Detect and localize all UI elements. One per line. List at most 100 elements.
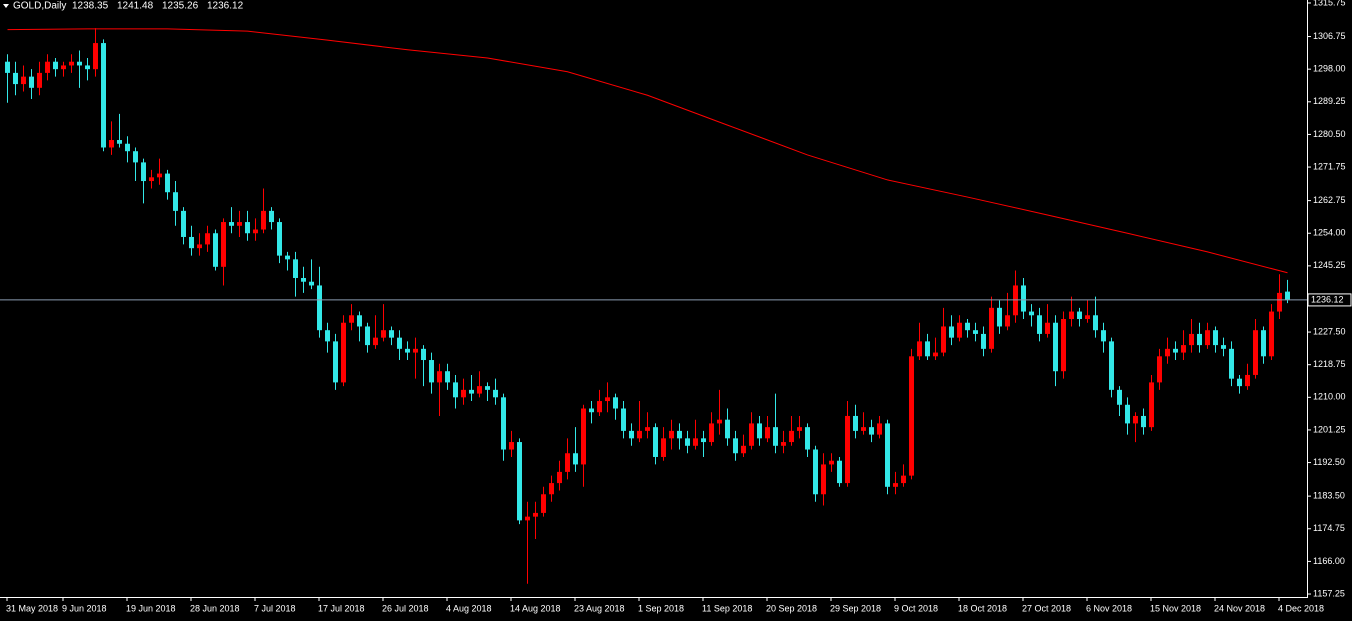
candle-body — [877, 423, 882, 435]
candle-body — [245, 222, 250, 234]
candle-body — [757, 423, 762, 439]
candle-body — [1253, 330, 1258, 375]
y-tick-label: 1227.50 — [1313, 326, 1346, 336]
candle-body — [309, 281, 314, 286]
candle-body — [493, 389, 498, 398]
candle-body — [965, 322, 970, 331]
candle-body — [85, 65, 90, 70]
candle-body — [429, 360, 434, 383]
y-tick-label: 1183.50 — [1313, 491, 1345, 501]
candle-body — [181, 210, 186, 237]
candle-body — [989, 307, 994, 349]
candle-body — [13, 72, 18, 85]
candle-body — [333, 341, 338, 383]
candle-body — [813, 449, 818, 495]
candle-body — [981, 333, 986, 349]
candle-body — [957, 322, 962, 338]
candle-body — [1045, 322, 1050, 334]
menu-triangle[interactable] — [3, 4, 9, 8]
candle-body — [53, 61, 58, 70]
candle-body — [677, 430, 682, 439]
x-tick-label: 26 Jul 2018 — [382, 603, 429, 613]
candle-body — [941, 326, 946, 353]
candle-body — [1165, 348, 1170, 357]
candle-body — [549, 483, 554, 495]
candle-body — [197, 244, 202, 249]
candle-body — [69, 61, 74, 66]
x-tick-label: 15 Nov 2018 — [1150, 603, 1201, 613]
candle-body — [845, 415, 850, 484]
candle-body — [925, 341, 930, 357]
y-tick-label: 1192.50 — [1313, 457, 1345, 467]
candle-body — [373, 337, 378, 346]
x-tick-label: 29 Sep 2018 — [830, 603, 881, 613]
candle-body — [565, 453, 570, 472]
candle-body — [413, 348, 418, 353]
candle-body — [269, 210, 274, 223]
candle-body — [909, 356, 914, 476]
candle-body — [557, 471, 562, 484]
moving-average — [7, 28, 1288, 274]
candle-body — [1109, 341, 1114, 390]
candle-body — [1285, 291, 1290, 300]
candle-body — [1213, 330, 1218, 346]
candle-body — [157, 173, 162, 178]
candle-body — [581, 408, 586, 465]
x-tick-label: 7 Jul 2018 — [254, 603, 296, 613]
candle-body — [389, 330, 394, 338]
chart-title: GOLD,Daily — [13, 1, 66, 12]
candle-body — [205, 233, 210, 245]
candle-body — [1181, 345, 1186, 353]
candle-body — [1053, 322, 1058, 372]
candle-body — [21, 76, 26, 85]
candle-body — [165, 173, 170, 193]
header-low: 1235.26 — [162, 1, 199, 12]
candle-body — [597, 401, 602, 413]
candle-body — [933, 352, 938, 357]
y-tick-label: 1157.25 — [1313, 588, 1345, 598]
y-tick-label: 1271.75 — [1313, 161, 1346, 171]
candle-body — [253, 229, 258, 234]
candle-body — [277, 222, 282, 256]
y-tick-label: 1262.75 — [1313, 195, 1346, 205]
candle-body — [853, 415, 858, 431]
candle-body — [1037, 315, 1042, 334]
header-high: 1241.48 — [117, 1, 154, 12]
x-tick-label: 4 Dec 2018 — [1278, 603, 1324, 613]
candle-body — [789, 430, 794, 443]
header-open: 1238.35 — [72, 1, 109, 12]
x-tick-label: 18 Oct 2018 — [958, 603, 1007, 613]
candle-body — [501, 397, 506, 450]
candle-body — [477, 386, 482, 394]
candle-body — [701, 438, 706, 443]
candle-body — [237, 222, 242, 226]
candle-body — [1157, 356, 1162, 383]
price-label-box — [1307, 293, 1352, 307]
candle-body — [1101, 330, 1106, 342]
y-tick-label: 1298.00 — [1313, 64, 1346, 74]
x-tick-label: 28 Jun 2018 — [190, 603, 240, 613]
candle-body — [1069, 311, 1074, 320]
candle-body — [653, 427, 658, 457]
candle-body — [829, 460, 834, 465]
candle-body — [461, 389, 466, 398]
y-tick-label: 1210.00 — [1313, 392, 1346, 402]
candle-body — [869, 427, 874, 435]
candle-body — [77, 61, 82, 66]
candle-body — [797, 427, 802, 431]
candle-body — [1261, 330, 1266, 357]
candle-body — [1237, 378, 1242, 387]
x-tick-label: 24 Nov 2018 — [1214, 603, 1265, 613]
candle-body — [605, 397, 610, 402]
candle-body — [365, 326, 370, 346]
candle-body — [357, 315, 362, 327]
candle-body — [1005, 315, 1010, 327]
candle-body — [45, 61, 50, 73]
candle-body — [485, 386, 490, 390]
candle-body — [509, 442, 514, 450]
candle-body — [525, 516, 530, 521]
candle-body — [1117, 389, 1122, 405]
candle-body — [469, 389, 474, 394]
